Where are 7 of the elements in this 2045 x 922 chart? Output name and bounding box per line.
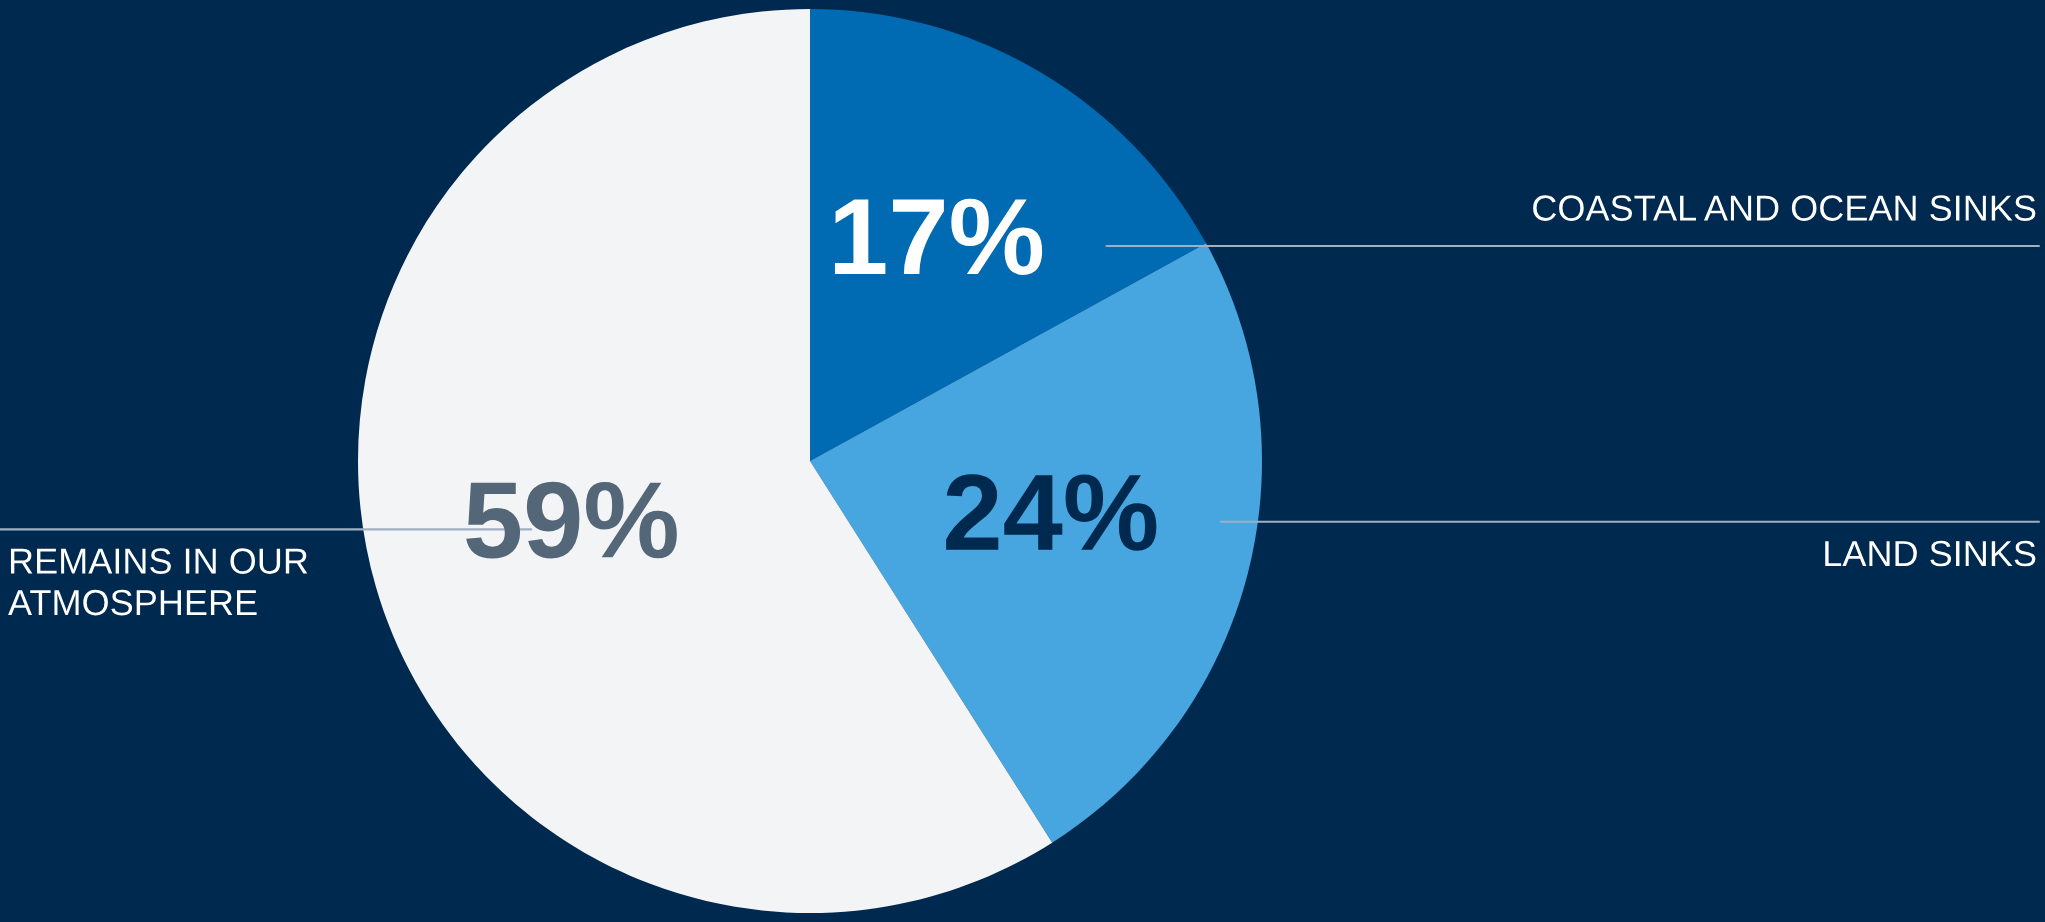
data-label: 24% [946,474,1157,551]
data-label: 59% [466,481,677,559]
slice-label: REMAINS IN OUR ATMOSPHERE [8,548,308,616]
data-label: 17% [834,198,1043,275]
slice-label: LAND SINKS [1825,540,2036,567]
pie-slice [810,9,1207,461]
slice-label: COASTAL AND OCEAN SINKS [1533,195,2036,221]
